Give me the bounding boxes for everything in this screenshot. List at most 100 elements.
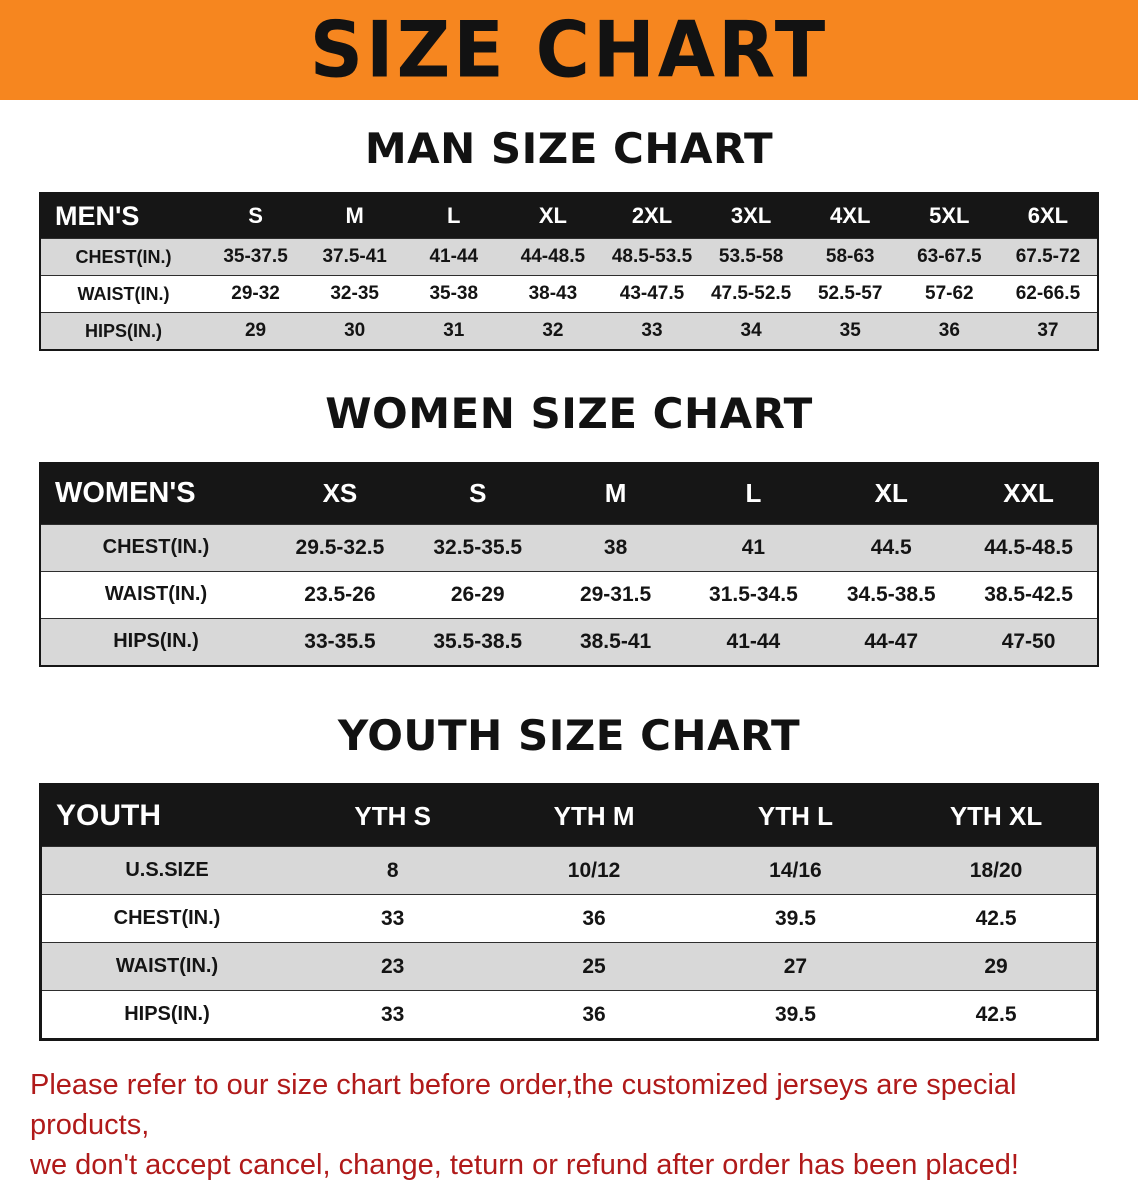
order-notice-line-1: Please refer to our size chart before or… <box>30 1069 1017 1142</box>
header-row: MEN'S S M L XL 2XL 3XL 4XL 5XL 6XL <box>40 193 1098 239</box>
value-cell: 38-43 <box>503 275 603 313</box>
value-cell: 44-47 <box>822 617 961 666</box>
row-label-cell: U.S.SIZE <box>40 846 292 895</box>
value-cell: 67.5-72 <box>998 238 1098 276</box>
order-notice-line-2: we don't accept cancel, change, teturn o… <box>30 1149 1019 1182</box>
value-cell: 32-35 <box>305 275 405 313</box>
women-size-table: WOMEN'S XS S M L XL XXL CHEST(IN.) 29.5-32.5 32.5… <box>39 461 1099 667</box>
value-cell: 33-35.5 <box>271 617 409 666</box>
size-header-cell: 3XL <box>701 193 801 239</box>
value-cell: 36 <box>493 894 695 943</box>
size-header-cell: S <box>206 193 306 239</box>
youth-size-chart-section: YOUTH SIZE CHART YOUTH YTH S YTH M YTH L YTH… <box>0 710 1138 1042</box>
value-cell: 27 <box>694 942 897 991</box>
women-size-chart-heading: WOMEN SIZE CHART <box>325 389 813 439</box>
table-row: HIPS(IN.) 33-35.5 35.5-38.5 38.5-41 41-44 44-… <box>40 617 1098 666</box>
size-header-cell: M <box>305 193 405 239</box>
value-cell: 31 <box>404 312 504 351</box>
value-cell: 25 <box>493 942 695 991</box>
row-label-cell: CHEST(IN.) <box>40 523 271 572</box>
value-cell: 37.5-41 <box>305 238 405 276</box>
man-size-chart-heading: MAN SIZE CHART <box>364 124 774 173</box>
row-label-cell: HIPS(IN.) <box>40 990 292 1040</box>
value-cell: 35-37.5 <box>206 238 306 276</box>
value-cell: 43-47.5 <box>602 275 702 313</box>
value-cell: 44.5 <box>822 523 961 572</box>
value-cell: 34.5-38.5 <box>822 570 961 619</box>
size-header-cell: YTH L <box>694 784 897 847</box>
value-cell: 29-32 <box>206 275 306 313</box>
value-cell: 29 <box>206 312 306 351</box>
row-label-cell: WAIST(IN.) <box>40 570 271 619</box>
table-row: HIPS(IN.) 33 36 39.5 42.5 <box>40 990 1098 1040</box>
table-title-cell: MEN'S <box>40 193 206 239</box>
size-header-cell: M <box>546 462 685 525</box>
value-cell: 57-62 <box>899 275 999 313</box>
table-row: WAIST(IN.) 23 25 27 29 <box>40 942 1098 991</box>
value-cell: 35-38 <box>404 275 504 313</box>
value-cell: 39.5 <box>694 990 897 1040</box>
size-header-cell: L <box>404 193 504 239</box>
value-cell: 47.5-52.5 <box>701 275 801 313</box>
value-cell: 63-67.5 <box>899 238 999 276</box>
value-cell: 53.5-58 <box>701 238 801 276</box>
table-row: HIPS(IN.) 29 30 31 32 33 34 35 36 37 <box>40 312 1098 351</box>
value-cell: 37 <box>998 312 1098 351</box>
value-cell: 47-50 <box>960 617 1098 666</box>
size-header-cell: XXL <box>960 462 1098 525</box>
table-row: WAIST(IN.) 29-32 32-35 35-38 38-43 43-47.5 47.… <box>40 275 1098 313</box>
value-cell: 31.5-34.5 <box>684 570 823 619</box>
size-header-cell: XL <box>822 462 961 525</box>
value-cell: 44.5-48.5 <box>960 523 1098 572</box>
value-cell: 14/16 <box>694 846 897 895</box>
size-header-cell: YTH S <box>292 784 494 847</box>
value-cell: 8 <box>292 846 494 895</box>
row-label-cell: HIPS(IN.) <box>40 617 271 666</box>
value-cell: 33 <box>602 312 702 351</box>
row-label-cell: CHEST(IN.) <box>40 238 206 276</box>
value-cell: 29.5-32.5 <box>271 523 409 572</box>
row-label-cell: WAIST(IN.) <box>40 942 292 991</box>
value-cell: 32.5-35.5 <box>408 523 547 572</box>
value-cell: 38 <box>546 523 685 572</box>
man-size-chart-section: MAN SIZE CHART MEN'S S M L XL 2XL 3XL 4XL 5XL 6XL… <box>0 124 1138 352</box>
value-cell: 34 <box>701 312 801 351</box>
value-cell: 33 <box>292 990 494 1040</box>
value-cell: 18/20 <box>896 846 1098 895</box>
value-cell: 30 <box>305 312 405 351</box>
value-cell: 36 <box>493 990 695 1040</box>
value-cell: 44-48.5 <box>503 238 603 276</box>
value-cell: 41-44 <box>404 238 504 276</box>
value-cell: 23 <box>292 942 494 991</box>
size-header-cell: 5XL <box>899 193 999 239</box>
table-row: CHEST(IN.) 29.5-32.5 32.5-35.5 38 41 44.5 44.5… <box>40 523 1098 572</box>
header-row: WOMEN'S XS S M L XL XXL <box>40 462 1098 525</box>
value-cell: 32 <box>503 312 603 351</box>
row-label-cell: WAIST(IN.) <box>40 275 206 313</box>
header-row: YOUTH YTH S YTH M YTH L YTH XL <box>40 784 1098 847</box>
table-title-cell: YOUTH <box>40 784 292 847</box>
value-cell: 10/12 <box>493 846 695 895</box>
size-header-cell: 4XL <box>800 193 900 239</box>
row-label-cell: HIPS(IN.) <box>40 312 206 351</box>
value-cell: 62-66.5 <box>998 275 1098 313</box>
row-label-cell: CHEST(IN.) <box>40 894 292 943</box>
women-size-chart-section: WOMEN SIZE CHART WOMEN'S XS S M L XL XXL CHEST(… <box>0 389 1138 667</box>
value-cell: 41-44 <box>684 617 823 666</box>
table-row: WAIST(IN.) 23.5-26 26-29 29-31.5 31.5-34.5 34… <box>40 570 1098 619</box>
value-cell: 33 <box>292 894 494 943</box>
table-row: CHEST(IN.) 33 36 39.5 42.5 <box>40 894 1098 943</box>
value-cell: 42.5 <box>896 990 1098 1040</box>
youth-size-table: YOUTH YTH S YTH M YTH L YTH XL U.S.SIZE 8 10/12… <box>39 783 1099 1042</box>
value-cell: 29-31.5 <box>546 570 685 619</box>
value-cell: 36 <box>899 312 999 351</box>
value-cell: 39.5 <box>694 894 897 943</box>
value-cell: 35 <box>800 312 900 351</box>
size-header-cell: XL <box>503 193 603 239</box>
value-cell: 38.5-41 <box>546 617 685 666</box>
size-header-cell: L <box>684 462 823 525</box>
table-row: U.S.SIZE 8 10/12 14/16 18/20 <box>40 846 1098 895</box>
youth-size-chart-heading: YOUTH SIZE CHART <box>337 710 801 760</box>
value-cell: 23.5-26 <box>271 570 409 619</box>
size-header-cell: YTH XL <box>896 784 1098 847</box>
